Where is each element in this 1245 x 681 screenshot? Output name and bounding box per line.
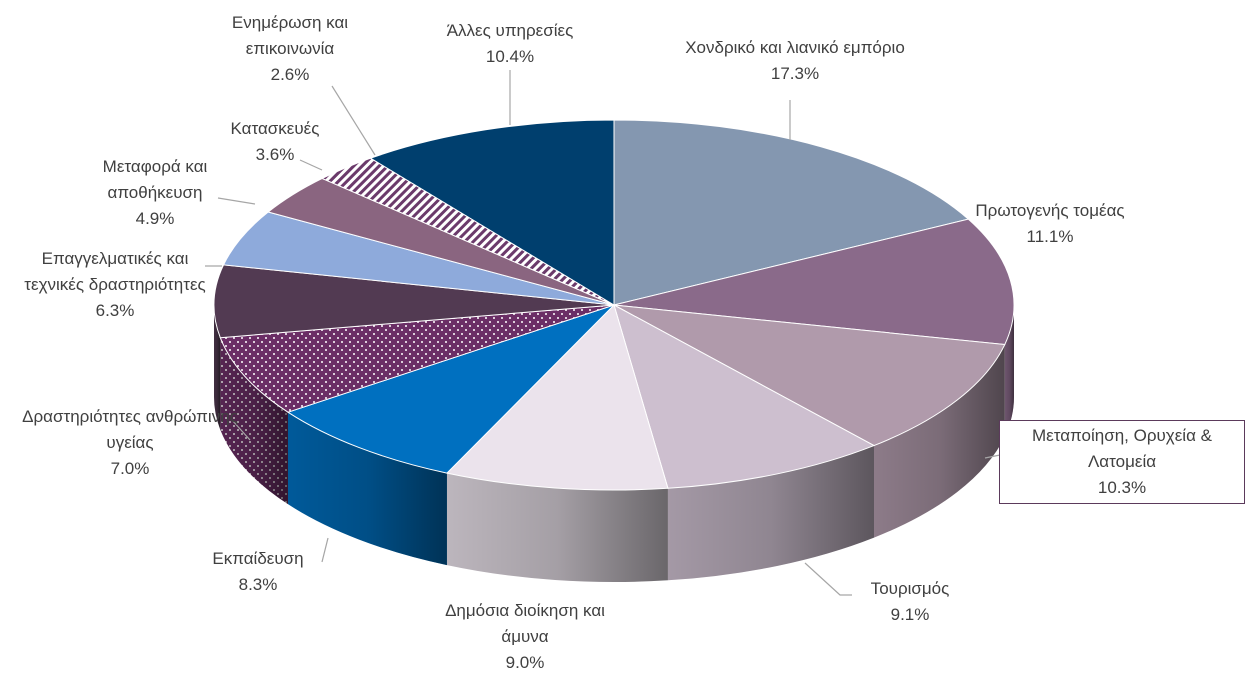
slice [445,304,669,491]
value-label: 10.4% [485,47,535,66]
value-label: 9.1% [890,605,930,624]
slice-side-shade [1004,305,1014,437]
slice-side-shade [214,305,221,430]
data-label: Τουρισμός 9.1% [830,576,990,628]
slice [613,304,1006,447]
slice-side-shade [220,337,288,505]
data-label: Δημόσια διοίκηση και άμυνα 9.0% [420,598,630,676]
leader-line [299,159,323,171]
value-label: 2.6% [270,65,310,84]
slice [369,119,615,306]
data-label: Δραστηριότητες ανθρώπινης υγείας 7.0% [20,404,240,482]
data-label: Ενημέρωση και επικοινωνία 2.6% [210,10,370,88]
value-label: 3.6% [255,145,295,164]
leader-line [217,197,256,205]
category-label: Χονδρικό και λιανικό εμπόριο [685,38,905,57]
slice-side-shade [667,445,874,581]
category-label: Πρωτογενής τομέας [975,201,1125,220]
value-label: 11.1% [1026,227,1074,246]
leader-line [231,419,251,441]
value-label: 8.3% [238,575,278,594]
value-label: 17.3% [770,64,820,83]
slice [613,218,1015,346]
leader-line [331,85,376,156]
data-label: Άλλες υπηρεσίες 10.4% [410,18,610,70]
category-label: Μεταποίηση, Ορυχεία & Λατομεία [1032,426,1212,471]
data-label: Μεταποίηση, Ορυχεία & Λατομεία 10.3% [999,420,1245,504]
slice [613,119,970,306]
leader-line [804,562,852,596]
category-label: Κατασκευές [230,119,320,138]
category-label: Επαγγελματικές και τεχνικές δραστηριότητ… [24,249,206,294]
leader-line [984,454,1001,459]
slice [613,303,876,489]
value-label: 7.0% [110,459,150,478]
value-label: 4.9% [135,209,175,228]
category-label: Άλλες υπηρεσίες [446,21,574,40]
value-label: 6.3% [95,301,135,320]
slice-side-shade [446,473,668,582]
data-label: Χονδρικό και λιανικό εμπόριο 17.3% [680,35,910,87]
data-label: Εκπαίδευση 8.3% [178,546,338,598]
category-label: Εκπαίδευση [212,549,304,568]
category-label: Τουρισμός [870,579,950,598]
slice-side-shade [287,412,447,566]
value-label: 10.3% [1097,478,1147,497]
slice-side-shade [873,344,1005,538]
category-label: Ενημέρωση και επικοινωνία [231,13,349,58]
leader-line [321,537,329,563]
data-label: Κατασκευές 3.6% [200,116,350,168]
slice [213,264,615,339]
data-label: Επαγγελματικές και τεχνικές δραστηριότητ… [10,246,220,324]
category-label: Δραστηριότητες ανθρώπινης υγείας [22,407,238,452]
value-label: 9.0% [505,653,545,672]
category-label: Μεταφορά και αποθήκευση [102,157,208,202]
slice [286,304,615,474]
slice [219,304,615,413]
category-label: Δημόσια διοίκηση και άμυνα [445,601,605,646]
data-label: Μεταφορά και αποθήκευση 4.9% [70,154,240,232]
data-label: Πρωτογενής τομέας 11.1% [935,198,1165,250]
